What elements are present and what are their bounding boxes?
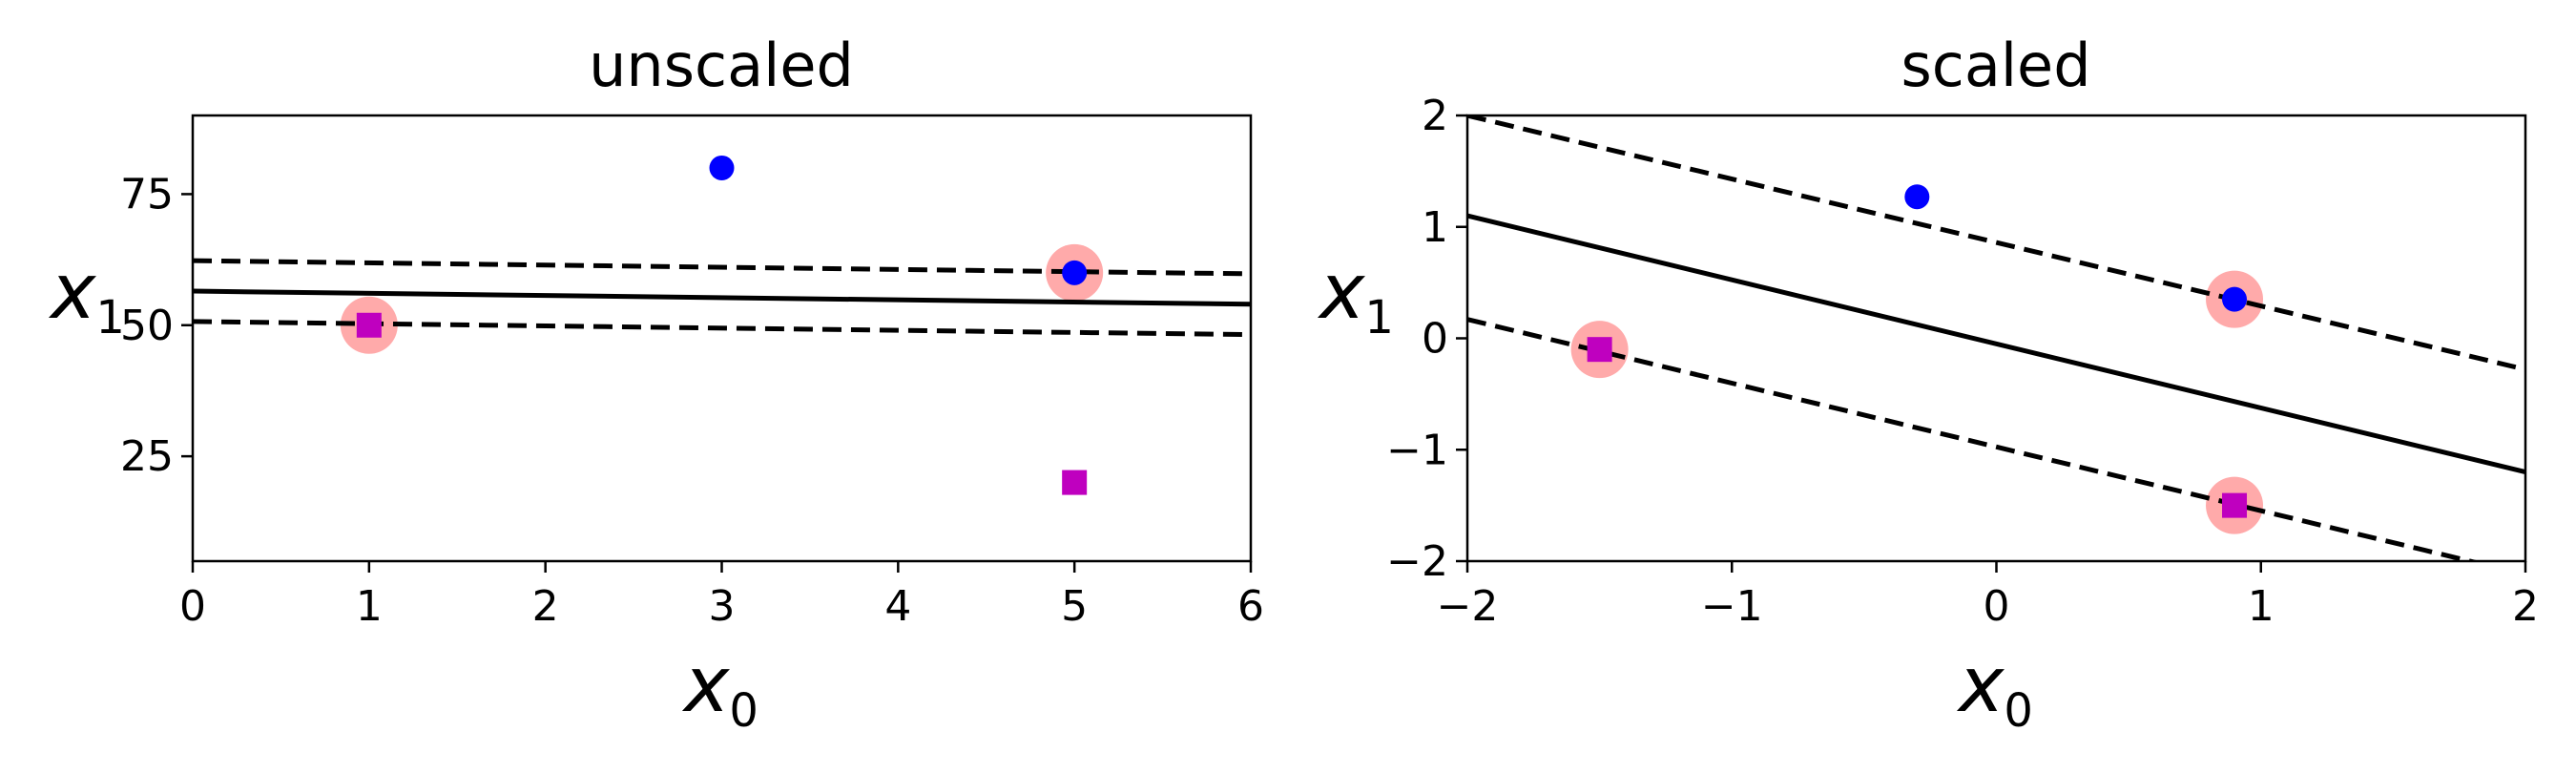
axis-label-subscript: 0 <box>2004 684 2033 738</box>
axis-label-subscript: 0 <box>729 684 758 738</box>
x-tick-label: 0 <box>179 582 206 631</box>
x-tick-label: 2 <box>2512 582 2539 631</box>
y-tick-label: −1 <box>1386 426 1448 474</box>
data-point-circle <box>1904 184 1930 210</box>
x-tick-label: 3 <box>709 582 736 631</box>
margin-upper <box>1467 115 2525 372</box>
data-point-circle <box>709 155 735 180</box>
data-point-circle <box>1062 260 1088 285</box>
x-tick-label: 1 <box>2248 582 2275 631</box>
data-point-square <box>1587 337 1612 363</box>
x-tick-label: 2 <box>532 582 559 631</box>
x-tick-label: 0 <box>1984 582 2010 631</box>
decision-boundary <box>193 288 1251 307</box>
margin-lower <box>1467 317 2481 561</box>
chart-title: unscaled <box>589 31 854 100</box>
x-axis-label: x0 <box>1956 640 2033 738</box>
data-point-square <box>1062 470 1088 495</box>
y-tick-label: −2 <box>1386 537 1448 586</box>
unscaled-panel: unscaled 0 1 2 3 4 5 6 25 50 75 x0 x1 <box>48 31 1264 738</box>
x-tick-label: −1 <box>1701 582 1763 631</box>
data-point-square <box>356 312 382 338</box>
y-tick-label: 2 <box>1422 92 1448 140</box>
data-point-square <box>2222 492 2248 518</box>
plot-frame <box>1465 114 2527 563</box>
y-tick-label: 0 <box>1422 315 1448 364</box>
plot-area <box>1467 115 2525 561</box>
y-ticks: 25 50 75 <box>120 170 193 481</box>
x-ticks: 0 1 2 3 4 5 6 <box>179 561 1264 631</box>
margin-upper <box>193 258 1251 277</box>
y-ticks: −2 −1 0 1 2 <box>1386 92 1467 586</box>
y-tick-label: 25 <box>120 432 174 481</box>
y-tick-label: 50 <box>120 302 174 350</box>
x-tick-label: 4 <box>884 582 911 631</box>
x-ticks: −2 −1 0 1 2 <box>1437 561 2539 631</box>
axis-label-subscript: 1 <box>95 291 125 345</box>
y-axis-label: x1 <box>48 247 125 345</box>
y-tick-label: 75 <box>120 170 174 219</box>
decision-boundary <box>1467 213 2525 475</box>
x-axis-label: x0 <box>681 640 758 738</box>
x-tick-label: 6 <box>1237 582 1264 631</box>
x-tick-label: 1 <box>356 582 383 631</box>
axis-label-subscript: 1 <box>1364 291 1394 345</box>
y-axis-label: x1 <box>1317 247 1394 345</box>
x-tick-label: 5 <box>1061 582 1088 631</box>
x-tick-label: −2 <box>1437 582 1499 631</box>
data-point-circle <box>2222 286 2248 312</box>
plot-area <box>193 155 1251 495</box>
y-tick-label: 1 <box>1422 203 1448 252</box>
chart-title: scaled <box>1901 31 2090 100</box>
